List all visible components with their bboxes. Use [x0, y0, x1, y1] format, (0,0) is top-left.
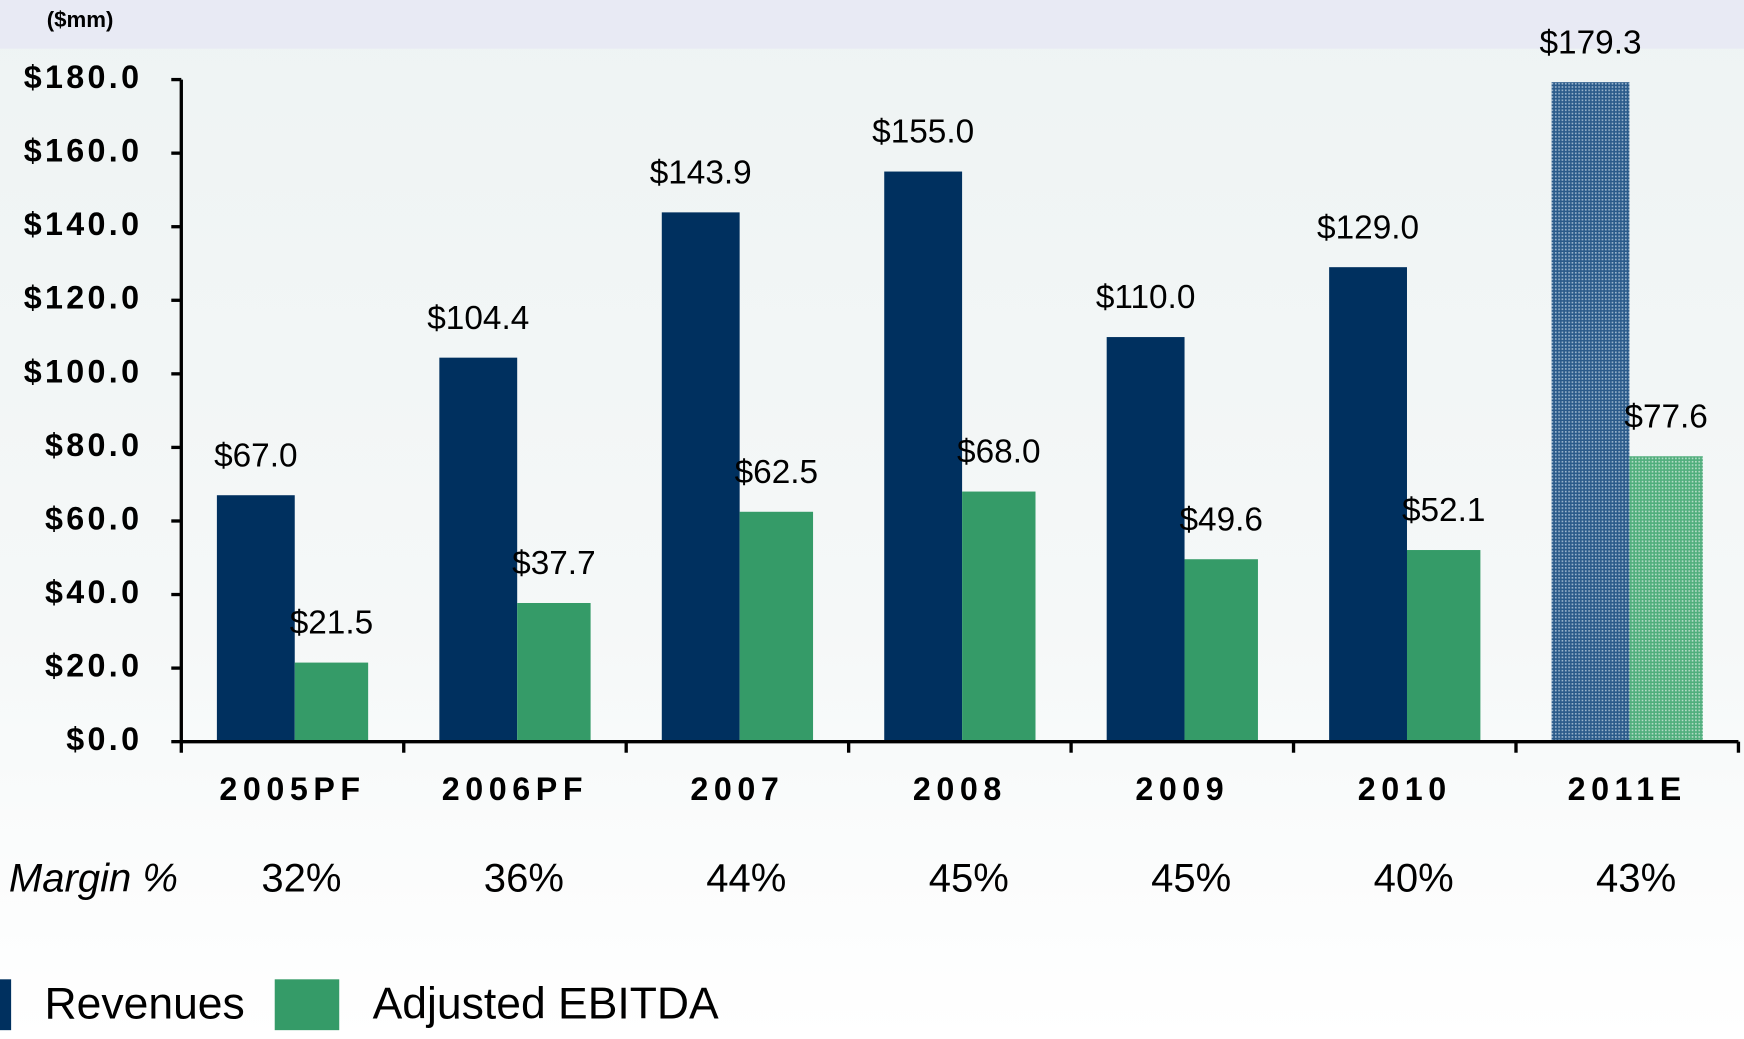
y-tick-label: $140.0: [24, 206, 143, 242]
bar: [1629, 456, 1703, 742]
bar: [962, 491, 1036, 742]
data-label: $67.0: [214, 437, 297, 474]
y-tick-label: $80.0: [45, 427, 142, 463]
data-label: $143.9: [650, 155, 752, 192]
x-tick-label: 2010: [1358, 771, 1452, 807]
y-tick-label: $20.0: [45, 648, 142, 684]
bar: [661, 212, 740, 742]
data-label: $77.6: [1624, 399, 1707, 436]
bar: [1184, 559, 1258, 742]
unit-label: ($mm): [47, 7, 114, 32]
legend-label: Revenues: [44, 980, 244, 1029]
y-tick-label: $0.0: [66, 721, 142, 757]
legend-swatch: [274, 979, 340, 1031]
bar: [517, 602, 591, 742]
y-tick-label: $180.0: [24, 59, 143, 95]
margin-value: 43%: [1596, 857, 1676, 901]
x-tick-label: 2008: [913, 771, 1007, 807]
margin-value: 32%: [261, 857, 341, 901]
margin-value: 36%: [484, 857, 564, 901]
bar: [1551, 82, 1630, 742]
x-tick-label: 2007: [690, 771, 784, 807]
x-tick-label: 2009: [1135, 771, 1229, 807]
data-label: $21.5: [290, 605, 373, 642]
y-tick-label: $120.0: [24, 280, 143, 316]
bar: [1406, 550, 1481, 742]
margin-label: Margin %: [9, 857, 178, 901]
data-label: $68.0: [957, 434, 1040, 471]
bar: [294, 662, 369, 742]
data-label: $37.7: [512, 545, 595, 582]
y-tick-label: $60.0: [45, 501, 142, 537]
x-tick-label: 2011E: [1568, 771, 1687, 807]
data-label: $52.1: [1402, 492, 1485, 529]
data-label: $155.0: [872, 114, 974, 151]
margin-value: 44%: [706, 857, 786, 901]
data-label: $110.0: [1096, 279, 1196, 316]
data-label: $49.6: [1180, 501, 1263, 538]
y-tick-label: $160.0: [24, 133, 143, 169]
x-tick-label: 2005PF: [219, 771, 365, 807]
bar: [739, 511, 814, 742]
data-label: $129.0: [1317, 209, 1419, 246]
margin-value: 45%: [1151, 857, 1231, 901]
legend-swatch: [0, 979, 12, 1031]
margin-value: 45%: [929, 857, 1009, 901]
bar: [884, 171, 963, 742]
bar: [439, 357, 518, 742]
legend-label: Adjusted EBITDA: [373, 980, 720, 1029]
bar: [216, 495, 295, 742]
data-label: $104.4: [427, 300, 529, 337]
bar: [1106, 337, 1185, 742]
data-label: $62.5: [735, 454, 818, 491]
header-band: [0, 0, 1744, 49]
y-tick-label: $100.0: [24, 353, 143, 389]
y-tick-label: $40.0: [45, 574, 142, 610]
data-label: $179.3: [1540, 24, 1642, 61]
margin-value: 40%: [1374, 857, 1454, 901]
bar: [1329, 267, 1407, 742]
x-tick-label: 2006PF: [442, 771, 588, 807]
